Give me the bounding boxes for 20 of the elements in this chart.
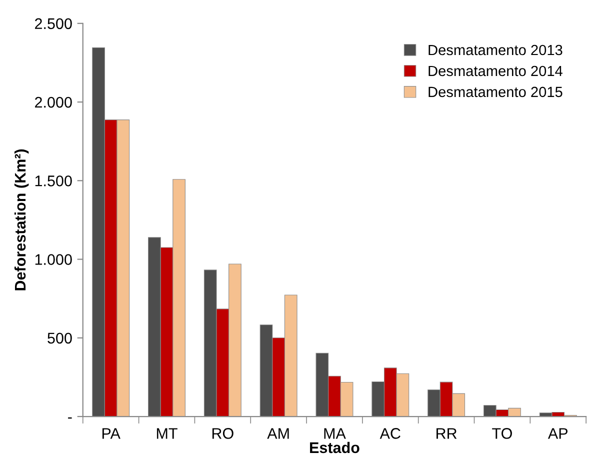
x-tick-label: MA bbox=[324, 428, 346, 439]
x-tick-label: MT bbox=[156, 428, 178, 439]
legend-label: Desmatamento 2013 bbox=[428, 44, 562, 56]
x-tick-label: AP bbox=[548, 428, 568, 439]
x-tick-label: AM bbox=[267, 428, 289, 439]
y-tick-label: - bbox=[68, 417, 72, 419]
y-tick-label: 1.000 bbox=[35, 254, 72, 265]
y-tick-label: 2.000 bbox=[35, 96, 72, 108]
y-axis-title: Deforestation (Km²) bbox=[14, 149, 29, 290]
x-tick-label: TO bbox=[492, 428, 512, 439]
x-tick-label: RR bbox=[436, 428, 457, 439]
x-tick-label: RO bbox=[212, 428, 234, 439]
x-tick-label: PA bbox=[102, 428, 120, 439]
x-axis-title: Estado bbox=[310, 442, 360, 454]
legend-label: Desmatamento 2015 bbox=[428, 86, 562, 98]
y-tick-label: 1.500 bbox=[35, 176, 72, 186]
x-tick-label: AC bbox=[380, 428, 400, 439]
y-tick-label: 500 bbox=[48, 332, 72, 344]
y-tick-label: 2.500 bbox=[35, 18, 72, 30]
legend-label: Desmatamento 2014 bbox=[428, 66, 562, 76]
